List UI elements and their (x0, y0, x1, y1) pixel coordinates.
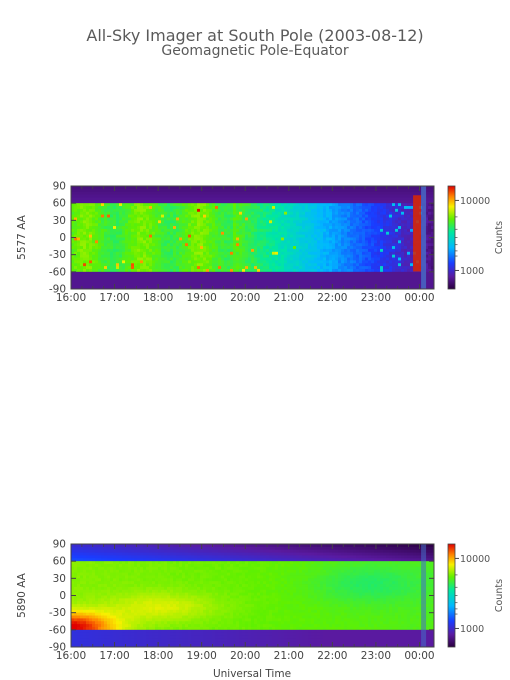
colorbar-tick-label: 10000 (460, 554, 490, 565)
y-axis-label: 5577 AA (16, 214, 28, 260)
x-tick-label: 20:00 (230, 650, 260, 662)
x-tick-label: 00:00 (404, 292, 434, 304)
chart-subtitle: Geomagnetic Pole-Equator (161, 43, 348, 59)
x-tick-label: 18:00 (143, 292, 173, 304)
colorbar-label: Counts (494, 221, 505, 254)
x-tick-label: 21:00 (274, 292, 304, 304)
y-tick-label: 60 (53, 556, 66, 568)
colorbar-label: Counts (494, 579, 505, 612)
x-tick-label: 22:00 (317, 650, 347, 662)
heatmap-image (71, 544, 434, 647)
x-tick-label: 22:00 (317, 292, 347, 304)
y-tick-label: -60 (49, 266, 66, 278)
x-tick-label: 21:00 (274, 650, 304, 662)
y-tick-label: -90 (49, 284, 66, 296)
x-tick-label: 23:00 (361, 292, 391, 304)
x-tick-label: 18:00 (143, 650, 173, 662)
y-tick-label: -60 (49, 624, 66, 636)
y-tick-label: 30 (53, 573, 66, 585)
heatmap-image (71, 186, 434, 289)
colorbar-tick-label: 1000 (460, 624, 484, 635)
colorbar-tick-label: 1000 (460, 266, 484, 277)
x-tick-label: 19:00 (187, 292, 217, 304)
x-axis-label: Universal Time (213, 668, 291, 680)
x-tick-label: 17:00 (99, 650, 129, 662)
x-tick-label: 19:00 (187, 650, 217, 662)
y-tick-label: 90 (53, 181, 66, 193)
y-tick-label: 30 (53, 215, 66, 227)
x-tick-label: 17:00 (99, 292, 129, 304)
colorbar-tick-label: 10000 (460, 196, 490, 207)
colorbar (447, 543, 456, 648)
x-tick-label: 00:00 (404, 650, 434, 662)
x-tick-label: 16:00 (56, 650, 86, 662)
y-axis-label: 5890 AA (16, 572, 28, 618)
x-tick-label: 20:00 (230, 292, 260, 304)
colorbar (447, 185, 456, 290)
chart-title: All-Sky Imager at South Pole (2003-08-12… (86, 26, 423, 45)
panel-5577: 16:00 17:00 18:00 19:00 20:00 21:00 22:00 23:00… (16, 181, 505, 305)
y-tick-label: -30 (49, 249, 66, 261)
y-tick-label: -90 (49, 642, 66, 654)
panel-5890: 16:00 17:00 18:00 19:00 20:00 21:00 22:00 23:00… (16, 539, 505, 663)
y-tick-label: 90 (53, 539, 66, 551)
x-tick-label: 23:00 (361, 650, 391, 662)
y-tick-label: -30 (49, 607, 66, 619)
x-tick-label: 16:00 (56, 292, 86, 304)
y-tick-label: 60 (53, 198, 66, 210)
y-tick-label: 0 (59, 590, 66, 602)
y-tick-label: 0 (59, 232, 66, 244)
